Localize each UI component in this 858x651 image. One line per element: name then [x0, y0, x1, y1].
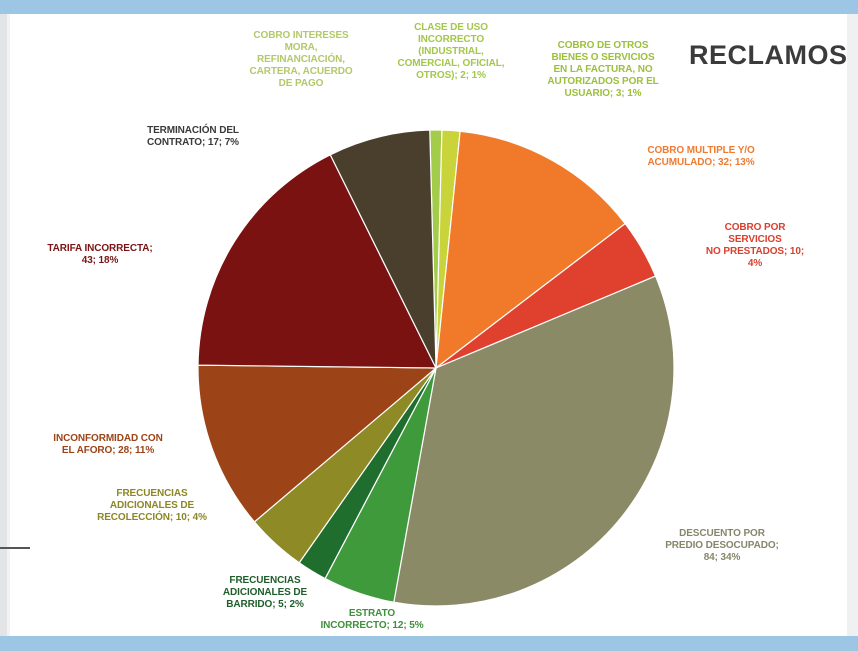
slice-data-label: INCONFORMIDAD CON EL AFORO; 28; 11% — [53, 433, 163, 456]
slice-data-label: FRECUENCIAS ADICIONALES DE RECOLECCIÓN; … — [97, 488, 207, 523]
chart-title: RECLAMOS — [689, 40, 848, 70]
slice-data-label: COBRO INTERESES MORA, REFINANCIACIÓN, CA… — [249, 30, 353, 89]
slice-data-label: DESCUENTO POR PREDIO DESOCUPADO; 84; 34% — [665, 528, 779, 563]
left-frame-edge — [7, 14, 10, 651]
slice-data-label: CLASE DE USO INCORRECTO (INDUSTRIAL, COM… — [397, 22, 505, 81]
pie-slice — [197, 364, 438, 523]
left-frame-bar — [0, 14, 7, 651]
top-frame-bar — [0, 0, 858, 14]
left-divider-line — [0, 547, 30, 549]
slice-data-label: ESTRATO INCORRECTO; 12; 5% — [320, 608, 424, 631]
right-frame-bar — [847, 14, 858, 651]
pie-slice — [393, 275, 675, 607]
pie-slice — [435, 130, 627, 370]
slice-data-label: TARIFA INCORRECTA; 43; 18% — [47, 243, 153, 266]
pie-slice — [329, 129, 437, 369]
slice-data-label: COBRO POR SERVICIOS NO PRESTADOS; 10; 4% — [705, 222, 805, 269]
slice-data-label: TERMINACIÓN DEL CONTRATO; 17; 7% — [147, 125, 239, 148]
slice-data-label: COBRO DE OTROS BIENES O SERVICIOS EN LA … — [547, 40, 659, 99]
bottom-frame-bar — [0, 636, 858, 651]
pie-slice — [197, 153, 437, 369]
slice-data-label: FRECUENCIAS ADICIONALES DE BARRIDO; 5; 2… — [222, 575, 308, 610]
slice-data-label: COBRO MULTIPLE Y/O ACUMULADO; 32; 13% — [647, 145, 755, 168]
